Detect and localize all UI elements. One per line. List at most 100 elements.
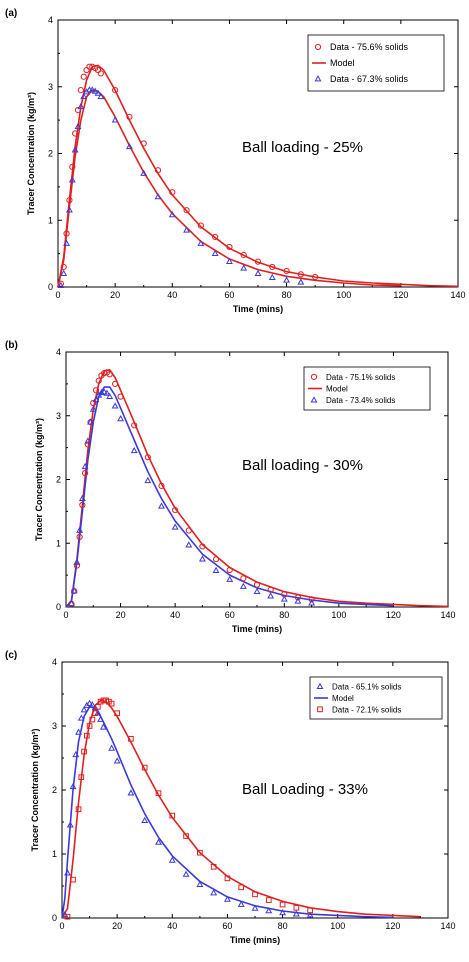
x-tick-label: 20 [112,921,122,931]
data-point [114,710,120,717]
data-point [72,130,79,137]
legend-entry-label: Model [330,58,355,68]
data-point [128,735,134,742]
data-point [279,908,287,916]
data-point [106,371,113,378]
data-point [140,169,148,176]
x-axis-title: Time (mins) [233,304,283,314]
data-point [141,764,148,771]
data-point [64,869,71,876]
data-point [84,437,92,444]
legend-box [307,34,445,92]
legend-box [303,366,431,411]
legend-marker-swatch [314,75,322,82]
data-point [269,263,276,271]
legend-entry-label: Data - 72.1% solids [332,705,401,714]
model-line [61,706,393,919]
data-point [83,732,90,739]
chart-panel-a: 0 20 40 60 80 100 120 140 0 1 2 3 4 Time (mins) Tracer… [0,0,469,322]
y-tick-label: 2 [56,475,61,485]
x-tick-label: 0 [55,290,60,300]
y-tick-label: 3 [56,411,61,421]
data-point [74,107,82,114]
data-point [224,875,231,882]
data-point [158,482,165,489]
marker-series [64,697,313,920]
data-point [226,575,234,582]
data-point [70,587,78,594]
data-point [80,73,87,80]
y-tick-label: 1 [56,538,61,548]
data-point [168,211,176,218]
data-point [94,89,102,96]
legend-entry-label: Model [326,385,348,394]
panel-label: (b) [5,340,18,351]
data-point [99,723,107,730]
data-point [197,849,203,856]
data-point [100,388,108,395]
y-axis-title: Tracer Concentration (kg/m³) [26,92,36,215]
x-tick-label: 60 [222,921,232,931]
x-tick-label: 80 [279,610,289,620]
data-point [292,910,300,917]
data-point [77,102,85,110]
data-point [144,476,152,484]
data-point [108,700,115,707]
data-point [81,462,89,470]
x-tick-label: 100 [331,610,346,620]
legend-entry-label: Data - 75.6% solids [330,42,409,52]
data-point [89,63,96,70]
data-point [64,913,71,920]
data-point [78,774,85,781]
legend: Data - 75.1% solids Model Data - 73.4% sol… [303,366,431,411]
data-point [212,566,220,573]
chart-panel-b: 0 20 40 60 80 100 120 140 0 1 2 3 4 Time (mins) Tracer… [0,322,469,644]
data-point [158,502,165,509]
data-point [185,541,193,548]
data-point [79,501,86,509]
panel-label: (a) [5,8,17,19]
data-point [97,92,105,100]
data-point [212,233,219,241]
x-tick-label: 20 [116,610,126,620]
data-point [211,249,219,256]
x-tick-label: 0 [59,921,64,931]
data-point [69,782,77,790]
data-point [253,581,261,588]
x-tick-label: 40 [170,610,180,620]
data-point [73,562,81,569]
data-point [237,900,245,907]
ball-loading-annotation: Ball loading - 25% [242,139,363,156]
x-tick-label: 60 [225,610,235,620]
data-point [297,278,305,285]
data-point [199,543,206,550]
data-point [240,264,248,271]
data-point [240,251,247,259]
data-point [131,422,138,429]
y-tick-label: 2 [48,149,53,159]
data-point [77,86,84,94]
data-point [72,750,80,758]
data-point [95,377,102,384]
x-tick-label: 60 [224,290,234,300]
legend-entry-label: Data - 75.1% solids [326,373,395,382]
legend-marker-swatch [314,43,322,51]
model-line [65,386,394,608]
data-point [307,907,313,914]
data-point [283,276,291,283]
data-point [169,189,176,196]
x-axis-title: Time (mins) [232,624,282,634]
chart-panel-c: 0 20 40 60 80 100 120 140 0 1 2 3 4 Time (mins) Tracer… [0,644,469,962]
data-point [293,904,300,911]
data-point [154,192,162,200]
data-point [84,441,91,448]
legend-marker-swatch [317,706,323,713]
data-point [294,597,302,604]
data-point [171,523,179,530]
y-axis-title: Tracer Concentration (kg/m³) [30,728,40,851]
x-tick-label: 120 [393,290,408,300]
data-point [130,446,138,454]
data-point [226,566,233,574]
data-point [70,876,76,883]
data-point [183,833,189,839]
